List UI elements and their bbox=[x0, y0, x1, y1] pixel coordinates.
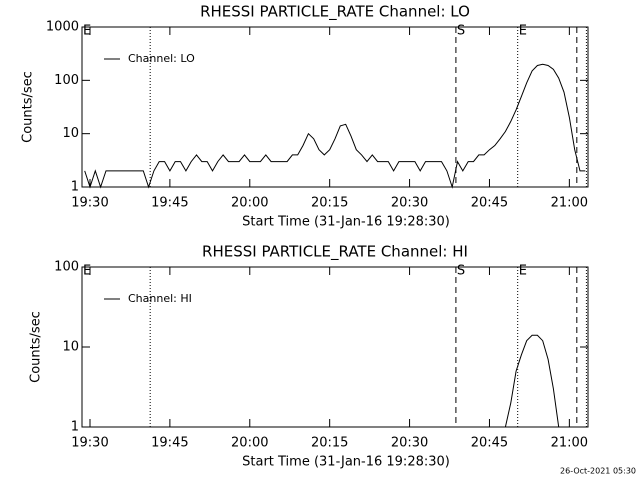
y-tick-label: 1000 bbox=[46, 20, 79, 35]
y-tick-label: 10 bbox=[62, 340, 79, 355]
x-tick-label: 21:00 bbox=[551, 196, 588, 211]
marker-label: E bbox=[519, 24, 527, 39]
x-tick-label: 20:15 bbox=[311, 436, 348, 451]
data-line bbox=[504, 334, 560, 428]
marker-label: E bbox=[83, 24, 91, 39]
x-axis-label: Start Time (31-Jan-16 19:28:30) bbox=[242, 215, 450, 230]
x-tick-label: 21:00 bbox=[551, 436, 588, 451]
y-tick-label: 1 bbox=[71, 420, 79, 435]
x-tick-label: 20:45 bbox=[471, 436, 508, 451]
chart-title: RHESSI PARTICLE_RATE Channel: LO bbox=[200, 3, 470, 22]
x-tick-label: 19:45 bbox=[151, 196, 188, 211]
x-tick-label: 20:15 bbox=[311, 196, 348, 211]
legend-label: Channel: HI bbox=[128, 292, 192, 305]
x-tick-label: 20:45 bbox=[471, 196, 508, 211]
marker-label: S bbox=[457, 24, 465, 39]
x-tick-label: 19:45 bbox=[151, 436, 188, 451]
footer: 26-Oct-2021 05:30 bbox=[560, 467, 636, 476]
chart-title: RHESSI PARTICLE_RATE Channel: HI bbox=[202, 243, 468, 262]
plot-frame bbox=[81, 26, 589, 188]
plot-frame bbox=[81, 266, 589, 428]
x-tick-label: 20:30 bbox=[391, 196, 428, 211]
y-axis-label: Counts/sec bbox=[29, 311, 44, 383]
y-tick-label: 1 bbox=[71, 180, 79, 195]
data-line bbox=[84, 63, 586, 189]
legend-label: Channel: LO bbox=[128, 52, 195, 65]
x-axis-label: Start Time (31-Jan-16 19:28:30) bbox=[242, 455, 450, 470]
y-tick-label: 10 bbox=[62, 126, 79, 141]
x-tick-label: 20:00 bbox=[231, 436, 268, 451]
y-tick-label: 100 bbox=[54, 260, 79, 275]
y-axis-label: Counts/sec bbox=[21, 71, 36, 143]
x-tick-label: 19:30 bbox=[71, 436, 108, 451]
y-tick-label: 100 bbox=[54, 73, 79, 88]
x-tick-label: 20:30 bbox=[391, 436, 428, 451]
marker-label: S bbox=[457, 264, 465, 279]
marker-label: E bbox=[519, 264, 527, 279]
x-tick-label: 20:00 bbox=[231, 196, 268, 211]
x-tick-label: 19:30 bbox=[71, 196, 108, 211]
marker-label: E bbox=[83, 264, 91, 279]
